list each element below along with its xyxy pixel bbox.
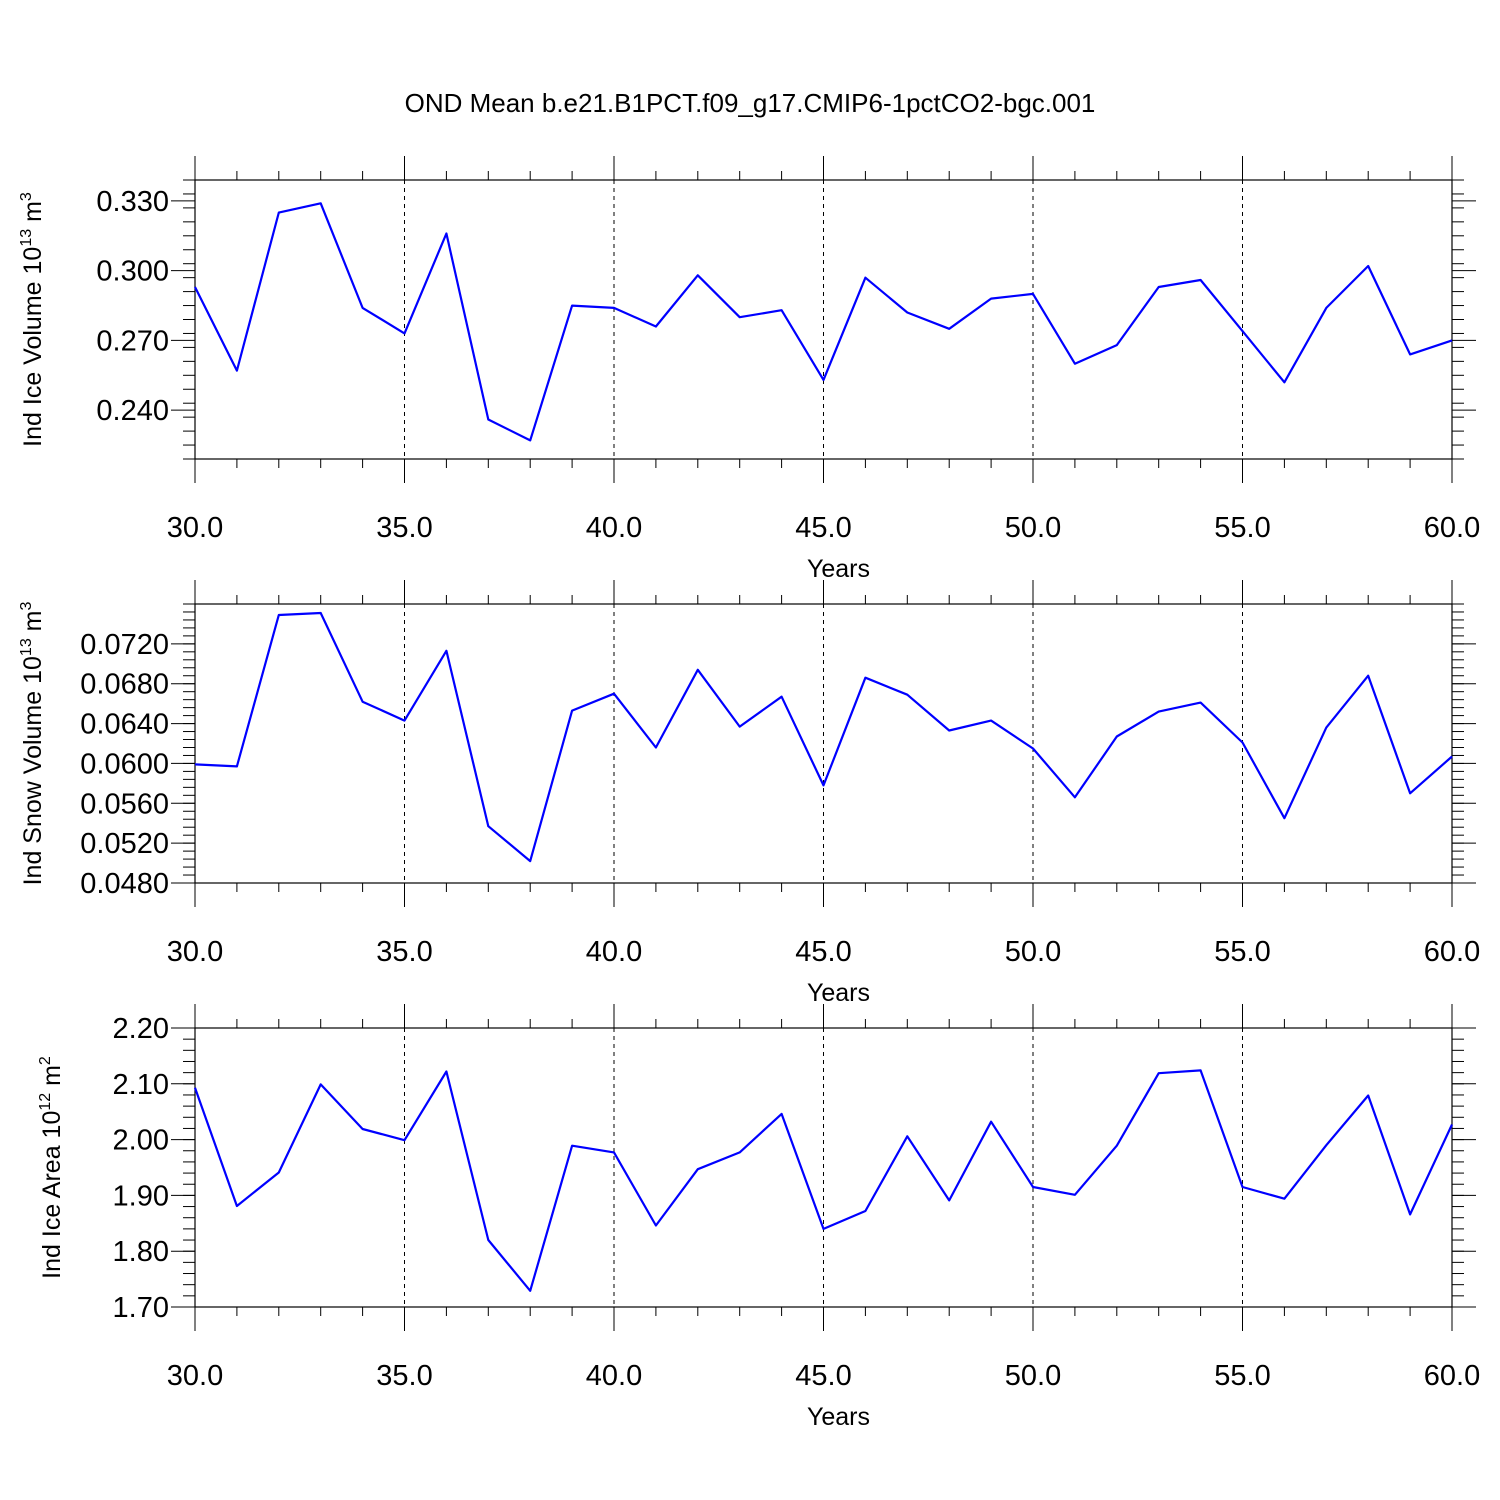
- snow-volume-panel: 30.0 35.0 40.0 45.0 50.0 55.0 60.0 0.0480 0.0520…: [18, 580, 1480, 1007]
- x-tick-label: 30.0: [167, 936, 223, 968]
- y-tick-label: 0.0560: [80, 788, 169, 820]
- y-tick-label: 0.0680: [80, 669, 169, 701]
- x-tick-label: 30.0: [167, 512, 223, 544]
- y-tick-label: 2.20: [113, 1013, 169, 1045]
- y-tick-label: 1.80: [113, 1236, 169, 1268]
- ice-area-panel: 30.0 35.0 40.0 45.0 50.0 55.0 60.0 1.70 1.80 1.90…: [37, 1004, 1480, 1431]
- y-tick-label: 1.90: [113, 1180, 169, 1212]
- y-tick-label: 0.0600: [80, 748, 169, 780]
- x-tick-label: 55.0: [1214, 936, 1270, 968]
- x-tick-label: 35.0: [376, 936, 432, 968]
- y-tick-label: 2.00: [113, 1125, 169, 1157]
- series-line: [194, 202, 1453, 442]
- series-line: [194, 611, 1453, 863]
- x-tick-label: 50.0: [1005, 512, 1061, 544]
- x-tick-label: 60.0: [1424, 512, 1480, 544]
- y-tick-label: 0.0720: [80, 629, 169, 661]
- series-line: [193, 1069, 1453, 1292]
- y-tick-label: 0.0480: [80, 868, 169, 900]
- y-tick-label: 0.270: [96, 325, 169, 357]
- x-tick-label: 50.0: [1005, 1360, 1061, 1392]
- x-tick-label: 40.0: [586, 512, 642, 544]
- x-tick-label: 55.0: [1214, 1360, 1270, 1392]
- ice-volume-panel: 30.0 35.0 40.0 45.0 50.0 55.0 60.0 0.240 0.270 0.…: [18, 156, 1480, 583]
- plot-frame: [194, 1027, 1453, 1308]
- x-tick-label: 50.0: [1005, 936, 1061, 968]
- x-tick-label: 35.0: [376, 512, 432, 544]
- y-tick-label: 0.300: [96, 256, 169, 288]
- x-tick-label: 40.0: [586, 1360, 642, 1392]
- y-tick-label: 0.240: [96, 395, 169, 427]
- y-tick-label: 0.330: [96, 186, 169, 218]
- x-tick-label: 35.0: [376, 1360, 432, 1392]
- x-axis-label: Years: [807, 1403, 870, 1431]
- y-tick-label: 0.0640: [80, 709, 169, 741]
- x-tick-label: 45.0: [795, 1360, 851, 1392]
- x-tick-label: 55.0: [1214, 512, 1270, 544]
- y-axis-label: Ind Ice Volume 1013 m3: [18, 192, 47, 447]
- x-tick-label: 30.0: [167, 1360, 223, 1392]
- x-tick-label: 45.0: [795, 936, 851, 968]
- x-tick-label: 45.0: [795, 512, 851, 544]
- plot-frame: [194, 603, 1453, 884]
- figure-title: OND Mean b.e21.B1PCT.f09_g17.CMIP6-1pctC…: [404, 88, 1096, 118]
- x-tick-label: 60.0: [1424, 1360, 1480, 1392]
- y-axis-label: Ind Ice Area 1012 m2: [37, 1056, 66, 1279]
- x-axis-label: Years: [807, 555, 870, 583]
- y-tick-label: 2.10: [113, 1069, 169, 1101]
- y-axis-label: Ind Snow Volume 1013 m3: [18, 602, 47, 886]
- plot-frame: [194, 179, 1453, 460]
- x-tick-label: 60.0: [1424, 936, 1480, 968]
- y-tick-label: 0.0520: [80, 828, 169, 860]
- x-axis-label: Years: [807, 979, 870, 1007]
- y-tick-label: 1.70: [113, 1292, 169, 1324]
- x-tick-label: 40.0: [586, 936, 642, 968]
